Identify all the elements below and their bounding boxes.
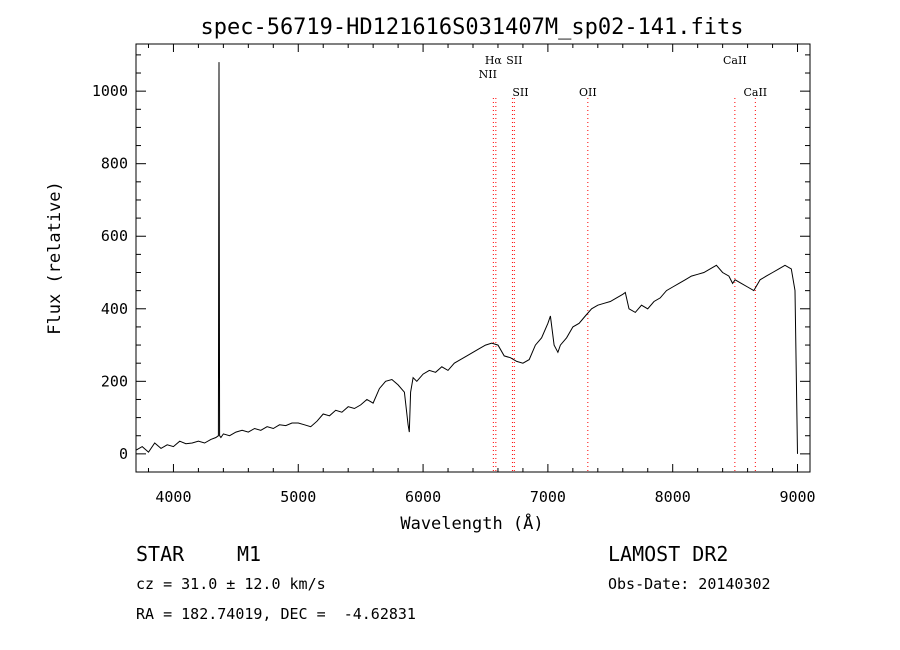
x-tick-label: 7000 xyxy=(530,488,566,506)
y-tick-label: 600 xyxy=(101,227,128,245)
x-tick-label: 6000 xyxy=(405,488,441,506)
x-axis-label: Wavelength (Å) xyxy=(400,512,543,534)
y-tick-label: 200 xyxy=(101,372,128,390)
line-label: Hα xyxy=(485,54,503,67)
plot-frame xyxy=(135,43,811,473)
survey-name: LAMOST DR2 xyxy=(608,542,729,566)
coordinates-readout: RA = 182.74019, DEC = -4.62831 xyxy=(136,605,416,623)
line-label: CaII xyxy=(743,86,767,99)
y-tick-label: 0 xyxy=(119,445,128,463)
y-tick-label: 400 xyxy=(101,300,128,318)
spectrum-line xyxy=(135,62,798,454)
object-subclass: M1 xyxy=(237,542,262,566)
line-label: SII xyxy=(512,86,528,99)
y-axis-label: Flux (relative) xyxy=(45,181,65,335)
axis-ticks: 4000 5000 6000 7000 8000 9000 0 200 400 600 800 100… xyxy=(92,44,816,506)
x-tick-label: 5000 xyxy=(280,488,316,506)
line-label: OII xyxy=(579,86,597,99)
spectrum-line-group xyxy=(135,62,798,454)
line-label: SII xyxy=(506,54,522,67)
redshift-readout: cz = 31.0 ± 12.0 km/s xyxy=(136,575,326,593)
object-type: STAR xyxy=(136,542,185,566)
x-tick-label: 9000 xyxy=(779,488,815,506)
x-tick-label: 4000 xyxy=(155,488,191,506)
y-tick-label: 1000 xyxy=(92,82,128,100)
x-tick-label: 8000 xyxy=(655,488,691,506)
chart-title: spec-56719-HD121616S031407M_sp02-141.fit… xyxy=(200,15,743,40)
observation-date: Obs-Date: 20140302 xyxy=(608,575,771,593)
y-tick-label: 800 xyxy=(101,155,128,173)
line-label: NII xyxy=(479,68,497,81)
line-label: CaII xyxy=(723,54,747,67)
